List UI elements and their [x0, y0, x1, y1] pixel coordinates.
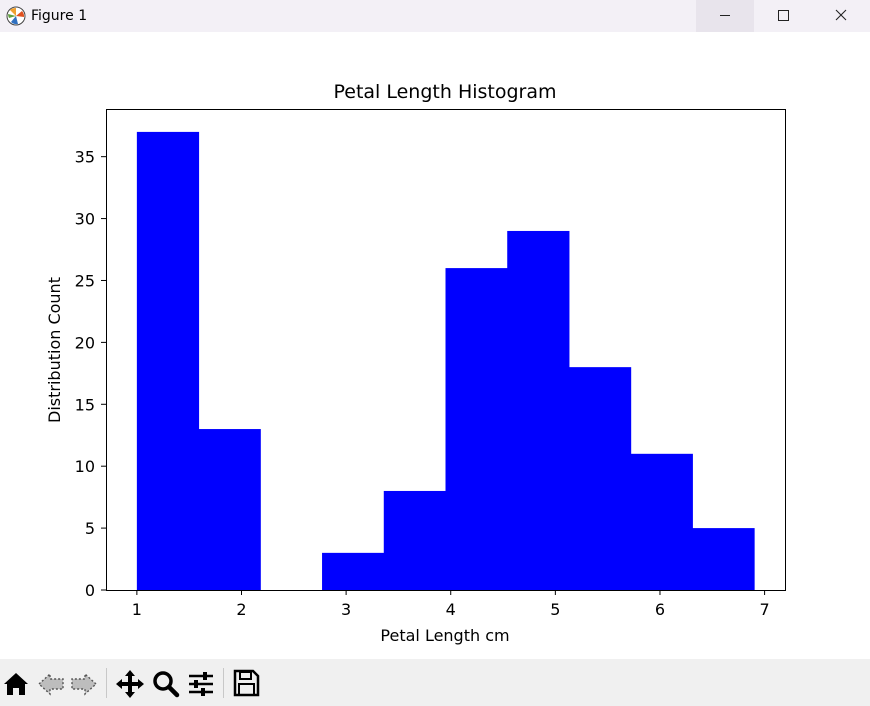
minimize-button[interactable]: [696, 0, 754, 32]
y-tick-label: 5: [85, 519, 95, 538]
toolbar-separator: [106, 668, 107, 698]
histogram-bar: [383, 490, 446, 590]
forward-button[interactable]: [69, 667, 99, 699]
configure-subplots-button[interactable]: [186, 667, 216, 699]
back-arrow-icon: [37, 672, 64, 696]
maximize-icon: [778, 10, 789, 21]
histogram-bar: [136, 131, 200, 590]
close-button[interactable]: [812, 0, 870, 32]
matplotlib-logo-icon: [6, 6, 26, 26]
y-tick-label: 30: [75, 210, 95, 229]
x-tick-label: 2: [236, 600, 246, 619]
y-axis-label: Distribution Count: [45, 277, 64, 423]
x-tick-label: 6: [655, 600, 665, 619]
navigation-toolbar: [0, 659, 870, 706]
chart-title: Petal Length Histogram: [333, 81, 556, 103]
x-tick-label: 4: [446, 600, 456, 619]
close-icon: [835, 9, 847, 21]
x-tick-label: 7: [760, 600, 770, 619]
y-tick-label: 35: [75, 148, 95, 167]
window-title: Figure 1: [31, 8, 88, 24]
bars-layer: [136, 131, 755, 590]
plot-frame: [106, 109, 786, 591]
x-tick-label: 1: [132, 600, 142, 619]
y-tick-label: 20: [75, 333, 95, 352]
window-titlebar: Figure 1: [0, 0, 870, 32]
home-icon: [4, 673, 28, 695]
y-tick-label: 0: [85, 581, 95, 600]
forward-arrow-icon: [71, 672, 98, 696]
histogram-bar: [507, 230, 570, 590]
figure-canvas[interactable]: Petal Length Histogram 1 2 3 4 5 6 7 0 5 10 15 20 25…: [0, 32, 870, 659]
histogram-chart: Petal Length Histogram 1 2 3 4 5 6 7 0 5 10 15 20 25…: [45, 81, 786, 645]
zoom-magnifier-icon: [153, 671, 180, 698]
save-button[interactable]: [231, 667, 261, 699]
x-axis-label: Petal Length cm: [380, 626, 509, 645]
maximize-button[interactable]: [754, 0, 812, 32]
home-button[interactable]: [1, 667, 31, 699]
configure-subplots-icon: [189, 672, 213, 696]
pan-move-icon: [116, 670, 144, 698]
x-tick-label: 3: [341, 600, 351, 619]
histogram-bar: [630, 453, 693, 590]
x-tick-label: 5: [550, 600, 560, 619]
save-floppy-icon: [233, 669, 260, 697]
histogram-bar: [568, 367, 632, 590]
toolbar-separator: [223, 668, 224, 698]
pan-button[interactable]: [115, 667, 145, 699]
y-tick-label: 25: [75, 271, 95, 290]
histogram-bar: [198, 429, 261, 590]
y-tick-label: 10: [75, 457, 95, 476]
back-button[interactable]: [36, 667, 66, 699]
zoom-button[interactable]: [151, 667, 181, 699]
minimize-icon: [720, 15, 730, 16]
histogram-bar: [445, 268, 508, 590]
histogram-bar: [322, 552, 385, 590]
y-tick-label: 15: [75, 395, 95, 414]
histogram-bar: [692, 528, 755, 590]
ticks-layer: 1 2 3 4 5 6 7 0 5 10 15 20 25 30 35: [75, 148, 770, 619]
